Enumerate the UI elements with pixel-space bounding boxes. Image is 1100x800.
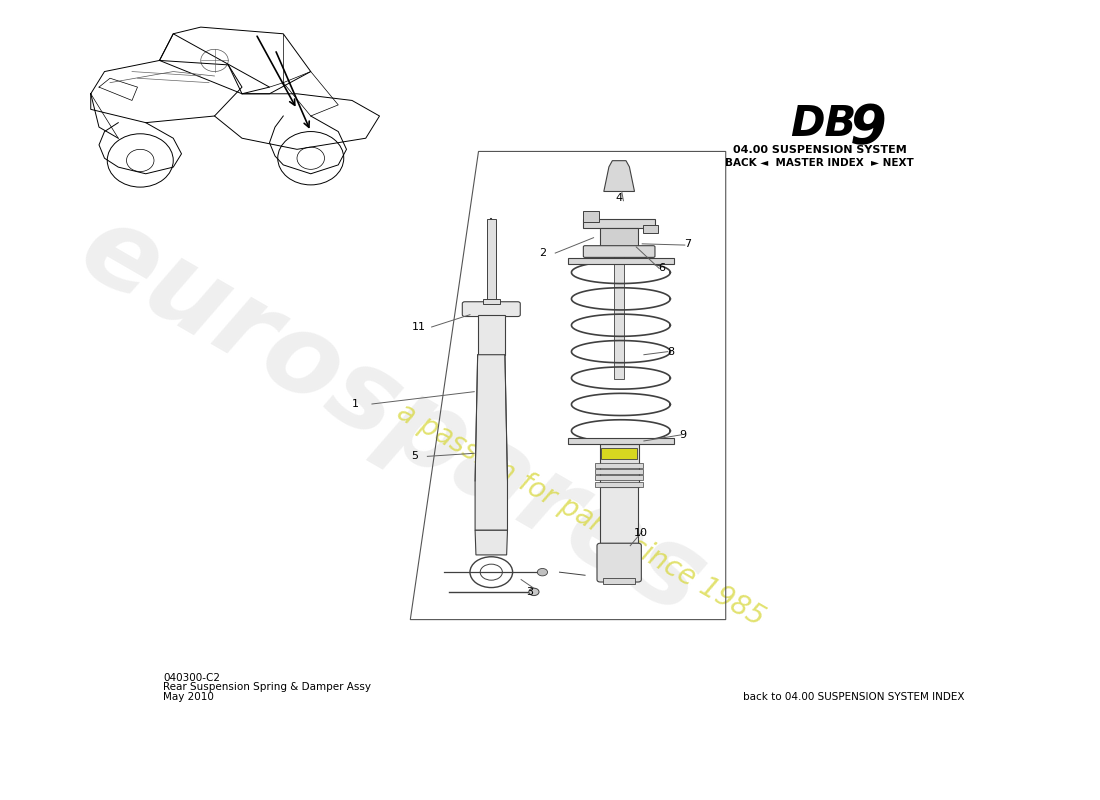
Text: 7: 7 xyxy=(684,239,691,249)
Text: BACK ◄  MASTER INDEX  ► NEXT: BACK ◄ MASTER INDEX ► NEXT xyxy=(725,158,914,167)
Bar xyxy=(600,444,639,487)
Text: May 2010: May 2010 xyxy=(163,691,213,702)
Bar xyxy=(487,219,495,298)
Bar xyxy=(602,448,637,459)
Text: 8: 8 xyxy=(667,346,674,357)
Text: 040300-C2: 040300-C2 xyxy=(163,673,220,683)
FancyBboxPatch shape xyxy=(583,246,654,258)
Text: 9: 9 xyxy=(849,102,887,154)
Text: DB: DB xyxy=(790,102,856,145)
Polygon shape xyxy=(475,530,507,555)
Bar xyxy=(568,258,673,264)
Bar xyxy=(583,211,598,222)
Text: 11: 11 xyxy=(411,322,426,332)
Text: 3: 3 xyxy=(526,587,534,597)
Circle shape xyxy=(529,588,539,595)
Bar xyxy=(595,482,644,486)
Polygon shape xyxy=(604,161,635,191)
Bar xyxy=(644,225,659,234)
Bar xyxy=(595,470,644,474)
Bar xyxy=(603,578,636,585)
Bar xyxy=(483,298,499,303)
Text: 5: 5 xyxy=(411,451,418,462)
Text: 1: 1 xyxy=(351,399,359,409)
Bar xyxy=(614,256,625,379)
Bar xyxy=(607,542,631,558)
Text: eurospares: eurospares xyxy=(63,194,724,638)
Bar xyxy=(477,314,505,354)
Bar xyxy=(595,463,644,468)
Text: back to 04.00 SUSPENSION SYSTEM INDEX: back to 04.00 SUSPENSION SYSTEM INDEX xyxy=(742,691,965,702)
Bar xyxy=(568,438,673,444)
Text: a passion for parts since 1985: a passion for parts since 1985 xyxy=(392,398,770,632)
Bar xyxy=(595,475,644,480)
Text: 04.00 SUSPENSION SYSTEM: 04.00 SUSPENSION SYSTEM xyxy=(733,146,906,155)
Text: 10: 10 xyxy=(634,528,648,538)
FancyBboxPatch shape xyxy=(462,302,520,317)
Text: 2: 2 xyxy=(539,248,546,258)
Text: Rear Suspension Spring & Damper Assy: Rear Suspension Spring & Damper Assy xyxy=(163,682,371,692)
Text: 4: 4 xyxy=(616,193,623,202)
Circle shape xyxy=(537,569,548,576)
FancyBboxPatch shape xyxy=(597,543,641,582)
Polygon shape xyxy=(475,354,507,530)
Bar xyxy=(583,219,656,229)
Text: 6: 6 xyxy=(658,263,666,274)
Text: 9: 9 xyxy=(680,430,686,440)
Bar xyxy=(601,229,638,247)
Bar xyxy=(601,487,638,542)
